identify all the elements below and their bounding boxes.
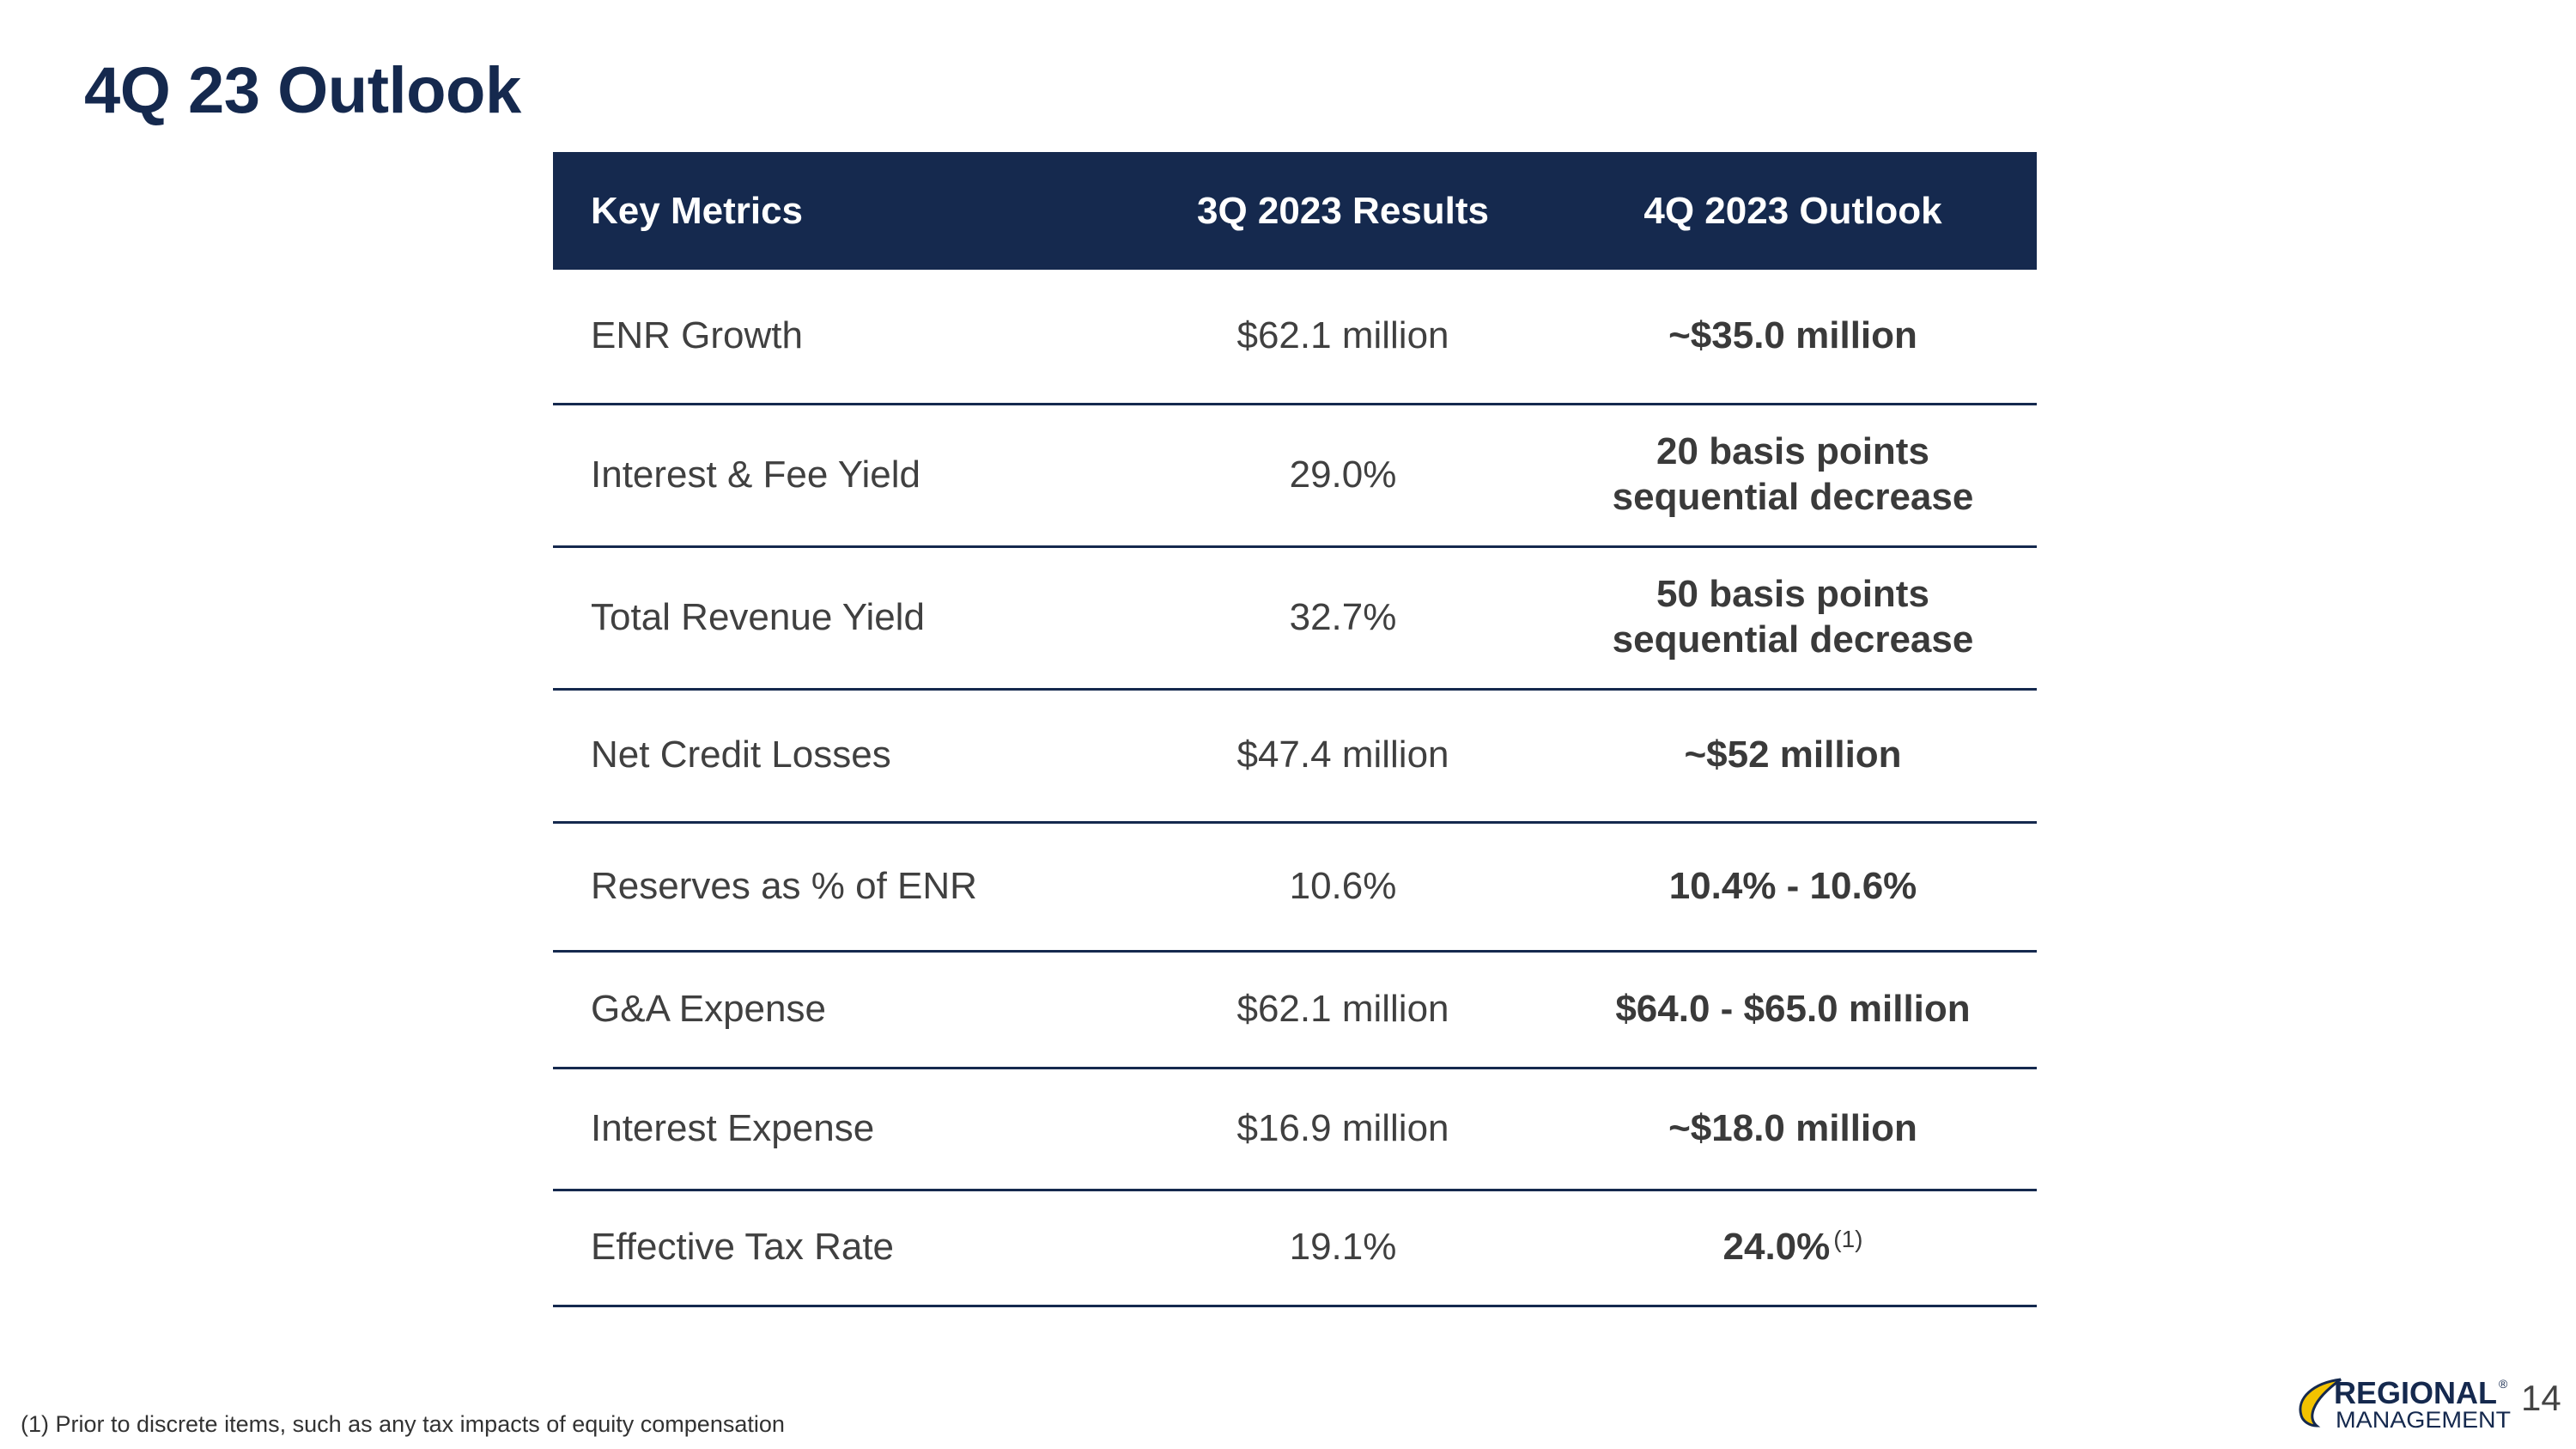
metric-name: Interest Expense bbox=[553, 1068, 1137, 1191]
table-row: G&A Expense $62.1 million $64.0 - $65.0 … bbox=[553, 951, 2037, 1069]
key-metrics-table: Key Metrics 3Q 2023 Results 4Q 2023 Outl… bbox=[553, 152, 2037, 1307]
q3-result: $47.4 million bbox=[1137, 689, 1549, 824]
q4-outlook: $64.0 - $65.0 million bbox=[1549, 951, 2037, 1069]
q3-result: 32.7% bbox=[1137, 546, 1549, 691]
logo-line-1: REGIONAL bbox=[2334, 1375, 2497, 1410]
table-row: Reserves as % of ENR 10.6% 10.4% - 10.6% bbox=[553, 822, 2037, 953]
q3-result: $62.1 million bbox=[1137, 951, 1549, 1069]
q3-result: $62.1 million bbox=[1137, 270, 1549, 405]
q4-outlook: ~$18.0 million bbox=[1549, 1068, 2037, 1191]
table-row: Total Revenue Yield 32.7% 50 basis point… bbox=[553, 546, 2037, 691]
table-row: Effective Tax Rate 19.1% 24.0% (1) bbox=[553, 1190, 2037, 1307]
logo-line-2: MANAGEMENT bbox=[2336, 1407, 2511, 1431]
metric-name: Interest & Fee Yield bbox=[553, 404, 1137, 548]
footnote-marker: (1) bbox=[1833, 1226, 1863, 1253]
q4-outlook: ~$35.0 million bbox=[1549, 270, 2037, 405]
q4-outlook-value: 24.0% bbox=[1722, 1226, 1831, 1269]
regional-management-logo: REGIONAL ® MANAGEMENT bbox=[2299, 1375, 2511, 1431]
page-title: 4Q 23 Outlook bbox=[84, 54, 521, 127]
q4-outlook: 50 basis points sequential decrease bbox=[1549, 546, 2037, 691]
metric-name: G&A Expense bbox=[553, 951, 1137, 1069]
logo-registered-mark: ® bbox=[2499, 1377, 2508, 1391]
metric-name: ENR Growth bbox=[553, 270, 1137, 405]
metric-name: Net Credit Losses bbox=[553, 689, 1137, 824]
q4-outlook: 20 basis points sequential decrease bbox=[1549, 404, 2037, 548]
table-row: Interest Expense $16.9 million ~$18.0 mi… bbox=[553, 1068, 2037, 1191]
table-header-row: Key Metrics 3Q 2023 Results 4Q 2023 Outl… bbox=[553, 152, 2037, 270]
footnote: (1) Prior to discrete items, such as any… bbox=[21, 1411, 785, 1437]
metric-name: Effective Tax Rate bbox=[553, 1190, 1137, 1307]
logo-swoosh-icon bbox=[2299, 1378, 2342, 1428]
header-4q-outlook: 4Q 2023 Outlook bbox=[1643, 189, 1942, 232]
q4-outlook: ~$52 million bbox=[1549, 689, 2037, 824]
header-key-metrics: Key Metrics bbox=[591, 189, 804, 232]
metric-name: Total Revenue Yield bbox=[553, 546, 1137, 691]
table-row: ENR Growth $62.1 million ~$35.0 million bbox=[553, 270, 2037, 405]
q3-result: 19.1% bbox=[1137, 1190, 1549, 1307]
metric-name: Reserves as % of ENR bbox=[553, 822, 1137, 953]
q3-result: $16.9 million bbox=[1137, 1068, 1549, 1191]
header-3q-results: 3Q 2023 Results bbox=[1197, 189, 1489, 232]
q3-result: 29.0% bbox=[1137, 404, 1549, 548]
table-row: Interest & Fee Yield 29.0% 20 basis poin… bbox=[553, 404, 2037, 548]
q4-outlook: 10.4% - 10.6% bbox=[1549, 822, 2037, 953]
table-row: Net Credit Losses $47.4 million ~$52 mil… bbox=[553, 689, 2037, 824]
page-number: 14 bbox=[2521, 1378, 2561, 1418]
q3-result: 10.6% bbox=[1137, 822, 1549, 953]
q4-outlook: 24.0% (1) bbox=[1549, 1190, 2037, 1307]
